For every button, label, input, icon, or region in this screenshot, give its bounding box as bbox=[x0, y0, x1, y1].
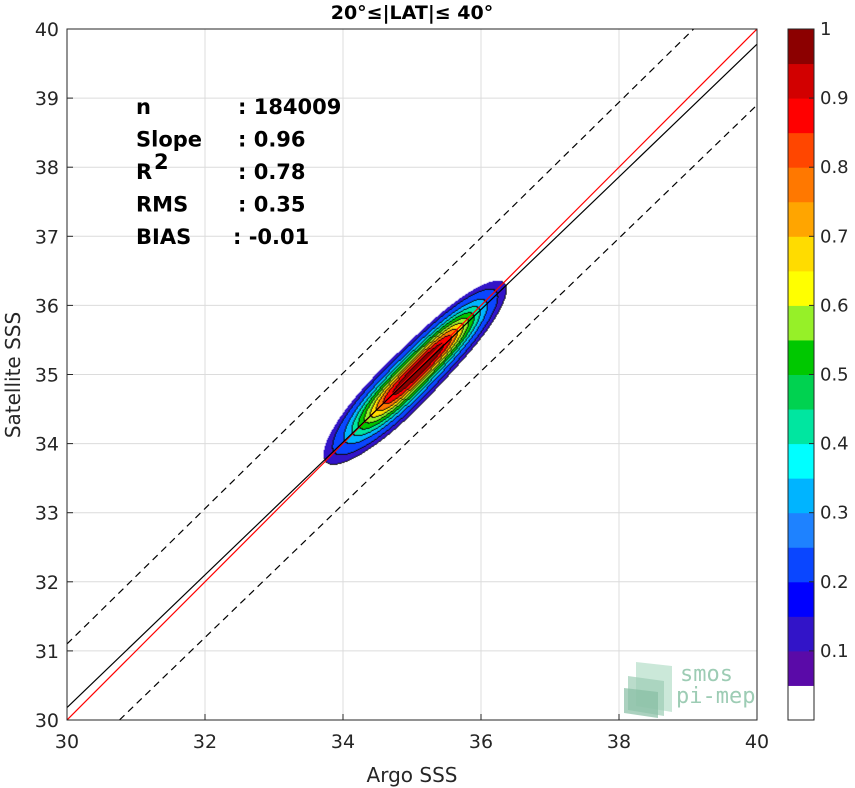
colorbar-tick-label: 1 bbox=[820, 19, 831, 40]
y-tick-label: 32 bbox=[35, 572, 59, 594]
y-tick-label: 33 bbox=[35, 503, 59, 525]
x-tick-label: 34 bbox=[331, 731, 355, 753]
y-tick-label: 36 bbox=[35, 295, 59, 317]
colorbar-swatch bbox=[788, 581, 814, 617]
stats-label: RMS bbox=[136, 193, 188, 217]
stats-value: : 184009 bbox=[238, 95, 341, 119]
smos-pi-mep-logo: smos pi-mep bbox=[624, 662, 755, 718]
y-tick-label: 40 bbox=[35, 19, 59, 41]
lower-bound-line bbox=[119, 104, 757, 720]
colorbar-tick-label: 0.6 bbox=[820, 295, 849, 316]
stats-superscript: 2 bbox=[154, 150, 169, 174]
colorbar-tick-label: 0.3 bbox=[820, 503, 849, 524]
colorbar-tick-label: 0.8 bbox=[820, 157, 849, 178]
colorbar-swatch bbox=[788, 201, 814, 237]
upper-bound-line bbox=[67, 29, 695, 645]
colorbar-swatch bbox=[788, 29, 814, 65]
y-tick-label: 35 bbox=[35, 365, 59, 387]
colorbar-swatch bbox=[788, 236, 814, 272]
colorbar-tick-label: 0.9 bbox=[820, 88, 849, 109]
y-tick-label: 30 bbox=[35, 710, 59, 732]
colorbar-swatch bbox=[788, 512, 814, 548]
colorbar-swatch bbox=[788, 443, 814, 479]
logo-line-1: smos bbox=[680, 662, 733, 687]
colorbar-swatch bbox=[788, 339, 814, 375]
colorbar-swatch bbox=[788, 616, 814, 652]
regression-line bbox=[67, 43, 757, 708]
logo-line-2: pi-mep bbox=[676, 684, 755, 709]
logo-waves-icon bbox=[624, 662, 672, 718]
x-tick-label: 40 bbox=[745, 731, 769, 753]
stats-value: : 0.96 bbox=[238, 128, 306, 152]
axis-ticks: 30 32 34 36 38 40 30 31 32 33 34 35 36 37 38 39 40 bbox=[35, 19, 769, 753]
y-axis-label: Satellite SSS bbox=[1, 312, 25, 438]
colorbar-tick-label: 0.4 bbox=[820, 434, 849, 455]
colorbar-swatch bbox=[788, 98, 814, 134]
reference-lines bbox=[67, 29, 757, 720]
colorbar-tick-label: 0.2 bbox=[820, 572, 849, 593]
stats-value: : 0.78 bbox=[238, 160, 306, 184]
density-contours bbox=[301, 270, 516, 492]
colorbar-tick-label: 0.5 bbox=[820, 365, 849, 386]
one-to-one-line bbox=[67, 29, 757, 720]
chart-title: 20°≤|LAT|≤ 40° bbox=[331, 2, 494, 24]
x-tick-label: 32 bbox=[193, 731, 217, 753]
colorbar-swatch bbox=[788, 409, 814, 445]
stats-label: Slope bbox=[136, 128, 202, 152]
colorbar-tick-label: 0.1 bbox=[820, 641, 849, 662]
y-tick-label: 39 bbox=[35, 88, 59, 110]
colorbar-swatch bbox=[788, 270, 814, 306]
y-tick-label: 31 bbox=[35, 641, 59, 663]
stats-label: R bbox=[136, 160, 152, 184]
colorbar-swatch bbox=[788, 547, 814, 583]
colorbar-swatch bbox=[788, 167, 814, 203]
x-tick-label: 30 bbox=[55, 731, 79, 753]
colorbar-swatch bbox=[788, 685, 814, 721]
colorbar-swatch bbox=[788, 374, 814, 410]
stats-label: n bbox=[136, 95, 151, 119]
x-tick-label: 38 bbox=[607, 731, 631, 753]
stats-label: BIAS bbox=[136, 225, 191, 249]
x-tick-label: 36 bbox=[469, 731, 493, 753]
colorbar-swatch bbox=[788, 132, 814, 168]
colorbar-swatch bbox=[788, 650, 814, 686]
y-tick-label: 34 bbox=[35, 434, 59, 456]
stats-value: : -0.01 bbox=[233, 225, 309, 249]
colorbar-swatch bbox=[788, 63, 814, 99]
colorbar: 0.1 0.2 0.3 0.4 0.5 0.6 0.7 0.8 0.9 1 bbox=[787, 19, 849, 721]
y-tick-label: 37 bbox=[35, 226, 59, 248]
stats-box: n : 184009 Slope : 0.96 R 2 : 0.78 RMS : 0.35 BIA… bbox=[136, 95, 341, 249]
stats-value: : 0.35 bbox=[238, 193, 306, 217]
colorbar-tick-label: 0.7 bbox=[820, 226, 849, 247]
colorbar-swatch bbox=[788, 305, 814, 341]
density-raster bbox=[301, 270, 516, 492]
y-tick-label: 38 bbox=[35, 157, 59, 179]
x-axis-label: Argo SSS bbox=[367, 763, 458, 787]
colorbar-swatch bbox=[788, 478, 814, 514]
